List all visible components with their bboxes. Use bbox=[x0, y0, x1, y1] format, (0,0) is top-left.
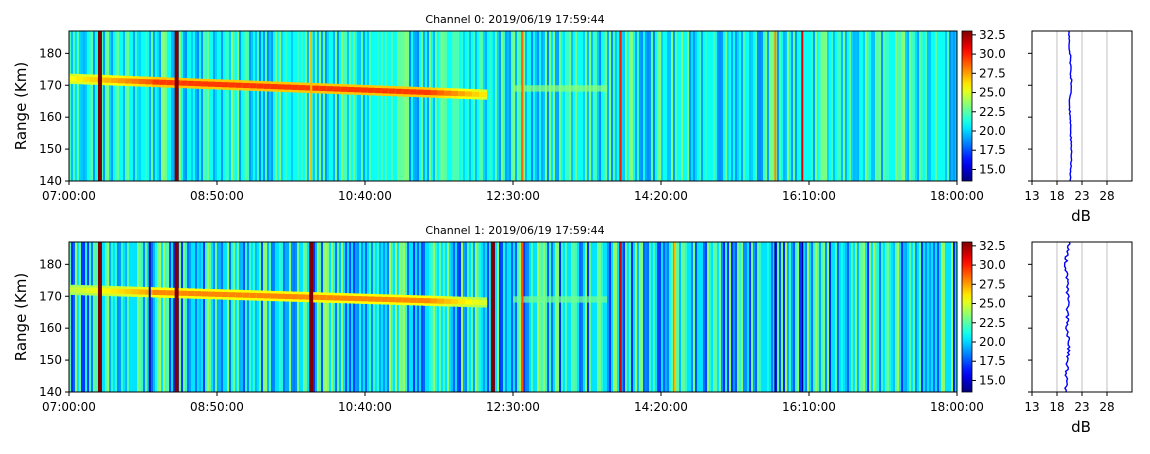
vertical-event-5 bbox=[521, 242, 524, 392]
y-tick-label: 180 bbox=[39, 257, 62, 271]
profile-x-tick-label: 28 bbox=[1099, 400, 1114, 414]
colorbar-tick-label: 15.0 bbox=[979, 162, 1006, 176]
profile-line bbox=[1067, 30, 1073, 182]
vertical-event-6 bbox=[619, 242, 622, 392]
profile-x-tick-label: 13 bbox=[1024, 189, 1039, 203]
x-tick-label: 10:40:00 bbox=[338, 189, 392, 203]
y-tick-label: 160 bbox=[39, 110, 62, 124]
x-tick-label: 12:30:00 bbox=[486, 400, 540, 414]
x-tick-label: 10:40:00 bbox=[338, 400, 392, 414]
vertical-event-0 bbox=[97, 242, 102, 392]
vertical-event-7 bbox=[673, 242, 676, 392]
y-tick-label: 150 bbox=[39, 142, 62, 156]
vertical-event-1 bbox=[174, 31, 179, 181]
vertical-event-2 bbox=[310, 31, 313, 181]
profile-line bbox=[1063, 241, 1071, 393]
profile-frame bbox=[1031, 241, 1133, 393]
x-tick-label: 07:00:00 bbox=[42, 400, 96, 414]
y-tick-label: 140 bbox=[39, 174, 62, 188]
colorbar-tick-label: 32.5 bbox=[979, 239, 1006, 253]
vertical-event-2 bbox=[174, 242, 179, 392]
y-tick-label: 140 bbox=[39, 385, 62, 399]
y-tick-label: 170 bbox=[39, 289, 62, 303]
vertical-event-8 bbox=[774, 242, 777, 392]
colorbar-tick-label: 20.0 bbox=[979, 124, 1006, 138]
colorbar-tick-label: 30.0 bbox=[979, 258, 1006, 272]
heatmap bbox=[69, 242, 957, 392]
x-tick-label: 14:20:00 bbox=[634, 189, 688, 203]
faint-echo-trace bbox=[513, 85, 608, 92]
vertical-event-6 bbox=[801, 31, 804, 181]
colorbar-tick-label: 30.0 bbox=[979, 47, 1006, 61]
x-tick-label: 18:00:00 bbox=[930, 189, 984, 203]
profile-x-axis-label: dB bbox=[1071, 418, 1091, 436]
colorbar-tick-label: 22.5 bbox=[979, 105, 1006, 119]
panel-title: Channel 1: 2019/06/19 17:59:44 bbox=[425, 224, 604, 237]
x-tick-label: 08:50:00 bbox=[190, 400, 244, 414]
vertical-event-4 bbox=[490, 242, 495, 392]
colorbar bbox=[961, 30, 973, 182]
colorbar bbox=[961, 241, 973, 393]
profile-x-tick-label: 28 bbox=[1099, 189, 1114, 203]
x-tick-label: 14:20:00 bbox=[634, 400, 688, 414]
x-tick-label: 18:00:00 bbox=[930, 400, 984, 414]
vertical-event-0 bbox=[97, 31, 102, 181]
colorbar-tick-label: 15.0 bbox=[979, 373, 1006, 387]
x-tick-label: 08:50:00 bbox=[190, 189, 244, 203]
y-tick-label: 180 bbox=[39, 46, 62, 60]
colorbar-tick-label: 27.5 bbox=[979, 66, 1006, 80]
x-tick-label: 16:10:00 bbox=[782, 189, 836, 203]
colorbar-tick-label: 17.5 bbox=[979, 354, 1006, 368]
colorbar-tick-label: 20.0 bbox=[979, 335, 1006, 349]
vertical-event-9 bbox=[801, 242, 804, 392]
x-tick-label: 12:30:00 bbox=[486, 189, 540, 203]
profile-x-axis-label: dB bbox=[1071, 207, 1091, 225]
y-axis-label: Range (Km) bbox=[12, 62, 30, 150]
vertical-event-3 bbox=[521, 31, 524, 181]
heatmap bbox=[69, 31, 957, 181]
profile-frame bbox=[1031, 30, 1133, 182]
faint-echo-trace bbox=[513, 296, 608, 303]
vertical-event-1 bbox=[148, 242, 151, 392]
colorbar-tick-label: 25.0 bbox=[979, 297, 1006, 311]
profile-x-tick-label: 18 bbox=[1049, 400, 1064, 414]
profile-x-tick-label: 13 bbox=[1024, 400, 1039, 414]
y-tick-label: 150 bbox=[39, 353, 62, 367]
y-tick-label: 160 bbox=[39, 321, 62, 335]
profile-x-tick-label: 18 bbox=[1049, 189, 1064, 203]
colorbar-tick-label: 25.0 bbox=[979, 86, 1006, 100]
noise-streaks bbox=[69, 31, 957, 181]
colorbar-tick-label: 27.5 bbox=[979, 277, 1006, 291]
x-tick-label: 16:10:00 bbox=[782, 400, 836, 414]
profile-panel: 13 18 23 28 dB bbox=[1024, 30, 1133, 225]
vertical-event-4 bbox=[619, 31, 622, 181]
x-tick-label: 07:00:00 bbox=[42, 189, 96, 203]
echo-trace bbox=[69, 284, 488, 308]
colorbar-tick-label: 32.5 bbox=[979, 28, 1006, 42]
vertical-event-5 bbox=[774, 31, 777, 181]
y-axis-label: Range (Km) bbox=[12, 273, 30, 361]
colorbar-tick-label: 22.5 bbox=[979, 316, 1006, 330]
vertical-event-3 bbox=[309, 242, 314, 392]
profile-x-tick-label: 23 bbox=[1074, 189, 1089, 203]
y-tick-label: 170 bbox=[39, 78, 62, 92]
colorbar-tick-label: 17.5 bbox=[979, 143, 1006, 157]
channel-panel-0: Channel 0: 2019/06/19 17:59:44 Range (Km)… bbox=[12, 13, 1133, 225]
profile-panel: 13 18 23 28 dB bbox=[1024, 241, 1133, 436]
profile-x-tick-label: 23 bbox=[1074, 400, 1089, 414]
channel-panel-1: Channel 1: 2019/06/19 17:59:44 Range (Km)… bbox=[12, 224, 1133, 436]
panel-title: Channel 0: 2019/06/19 17:59:44 bbox=[425, 13, 604, 26]
